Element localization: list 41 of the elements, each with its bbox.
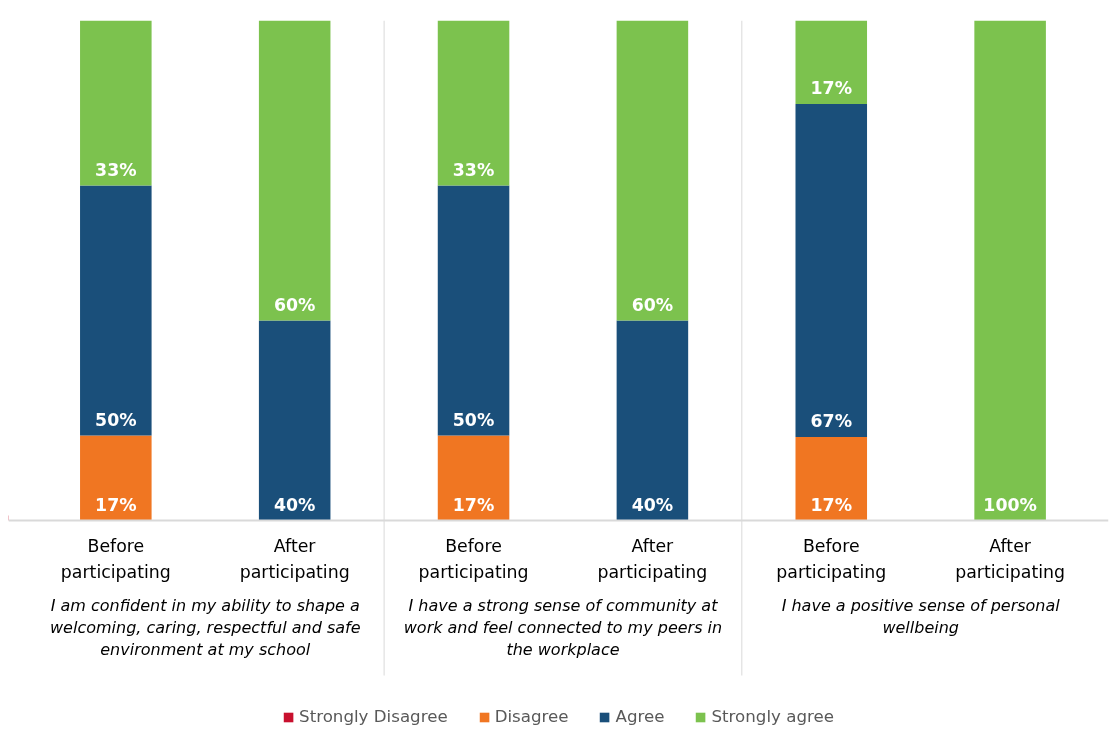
- data-label: 60%: [273, 294, 316, 315]
- legend-label: Disagree: [494, 707, 569, 726]
- data-label: 40%: [273, 494, 316, 515]
- bar: [258, 320, 331, 521]
- bar: [795, 437, 868, 521]
- legend-label: Strongly agree: [711, 707, 834, 726]
- legend-label: Agree: [615, 707, 665, 726]
- bar: [437, 435, 510, 521]
- data-label: 100%: [983, 494, 1037, 515]
- data-label: 60%: [631, 294, 674, 315]
- legend-label: Strongly Disagree: [299, 707, 448, 726]
- data-label: 50%: [452, 409, 495, 430]
- x-tick-label: Before participating: [418, 535, 529, 582]
- bar: [80, 185, 152, 436]
- bar: [616, 320, 689, 521]
- data-label: 17%: [95, 494, 137, 515]
- data-label: 17%: [452, 494, 495, 515]
- bar: [80, 435, 152, 521]
- bar: [437, 185, 510, 436]
- x-tick-label: After participating: [597, 535, 708, 582]
- data-label: 33%: [452, 159, 495, 180]
- data-label: 67%: [810, 411, 853, 431]
- data-label: 33%: [95, 159, 137, 180]
- bar: [258, 20, 331, 321]
- data-label: 17%: [810, 78, 853, 98]
- data-label: 40%: [631, 494, 674, 515]
- bar: [795, 104, 868, 437]
- bar: [974, 20, 1046, 521]
- data-label: 50%: [95, 409, 137, 430]
- x-tick-label: Before participating: [60, 535, 171, 582]
- text: I have a strong sense of community at work and feel connected to my peers in the workplace: [403, 595, 723, 659]
- bar: [437, 20, 510, 186]
- text: I have a positive sense of personal wellbeing: [781, 595, 1061, 637]
- x-tick-label: After participating: [955, 535, 1066, 582]
- bar: [80, 20, 152, 186]
- bar: [795, 20, 868, 104]
- bar: [616, 20, 689, 321]
- x-tick-label: Before participating: [776, 535, 887, 582]
- x-tick-label: After participating: [239, 535, 350, 582]
- data-label: 17%: [810, 494, 853, 515]
- text: I am confident in my ability to shape a welcoming, caring, respectful and safe environment at my school: [50, 595, 361, 659]
